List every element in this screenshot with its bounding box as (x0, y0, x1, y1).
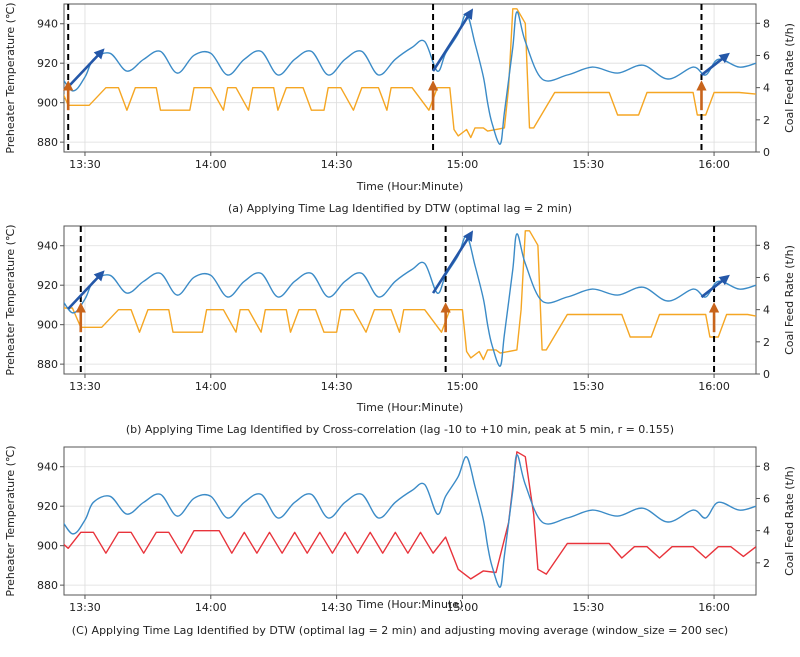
x-tick-label: 14:00 (195, 601, 227, 614)
x-axis-label: Time (Hour:Minute) (356, 598, 464, 611)
y2-tick-label: 4 (763, 82, 770, 95)
x-tick-label: 15:00 (447, 601, 479, 614)
y2-tick-label: 8 (763, 460, 770, 473)
x-tick-label: 15:30 (572, 380, 604, 393)
y-tick-label: 880 (37, 358, 58, 371)
x-tick-label: 13:30 (69, 380, 101, 393)
chart-panel-a: 13:30 14:00 14:30 15:00 15:30 16:00 880 900 920 9… (4, 2, 796, 215)
x-tick-label: 16:00 (698, 380, 730, 393)
x-tick-label: 14:00 (195, 380, 227, 393)
y-axis-label: Preheater Temperature (℃) (4, 2, 17, 153)
y2-tick-label: 0 (763, 146, 770, 159)
y-tick-label: 940 (37, 240, 58, 253)
coal-feed-rate-line (64, 451, 756, 580)
y2-tick-label: 8 (763, 239, 770, 252)
x-tick-label: 15:00 (447, 158, 479, 171)
temperature-rise-arrow (67, 270, 105, 310)
preheater-temperature-line (64, 233, 756, 367)
y2-tick-label: 2 (763, 336, 770, 349)
y-tick-label: 940 (37, 461, 58, 474)
temperature-rise-arrow (67, 48, 105, 88)
plot-data (64, 230, 756, 367)
temperature-rise-arrow (431, 230, 474, 294)
x-tick-label: 14:30 (321, 158, 353, 171)
coal-feed-rate-line (64, 230, 756, 361)
temperature-rise-arrow (431, 8, 474, 72)
y-tick-label: 920 (37, 279, 58, 292)
preheater-temperature-line (64, 11, 756, 145)
y-tick-label: 900 (37, 319, 58, 332)
y-tick-label: 900 (37, 97, 58, 110)
y2-tick-label: 0 (763, 368, 770, 381)
x-tick-label: 14:00 (195, 158, 227, 171)
temperature-rise-arrow (700, 274, 730, 299)
y-axis-label: Preheater Temperature (℃) (4, 224, 17, 375)
y2-tick-label: 8 (763, 17, 770, 30)
plot-frame (63, 225, 757, 375)
y2-tick-label: 4 (763, 304, 770, 317)
y2-tick-label: 2 (763, 114, 770, 127)
x-tick-label: 15:30 (572, 601, 604, 614)
preheater-temperature-line (64, 454, 756, 588)
y-tick-label: 940 (37, 18, 58, 31)
y2-axis-label: Coal Feed Rate (t/h) (783, 466, 796, 576)
panel-caption: (C) Applying Time Lag Identified by DTW … (72, 624, 728, 637)
x-tick-label: 14:30 (321, 380, 353, 393)
x-tick-label: 15:00 (447, 380, 479, 393)
y2-tick-label: 6 (763, 271, 770, 284)
y2-tick-label: 4 (763, 525, 770, 538)
panel-caption: (a) Applying Time Lag Identified by DTW … (228, 202, 572, 215)
chart-panel-b: 13:30 14:00 14:30 15:00 15:30 16:00 880 900 920 9… (4, 224, 796, 436)
chart-panel-c: 13:30 14:00 14:30 15:00 15:30 16:00 880 900 920 9… (4, 445, 796, 637)
plot-frame (63, 446, 757, 596)
y2-axis-label: Coal Feed Rate (t/h) (783, 245, 796, 355)
y-tick-label: 880 (37, 136, 58, 149)
plot-data (64, 451, 756, 588)
x-tick-label: 16:00 (698, 158, 730, 171)
panel-caption: (b) Applying Time Lag Identified by Cros… (126, 423, 674, 436)
x-tick-label: 16:00 (698, 601, 730, 614)
y-axis-label: Preheater Temperature (℃) (4, 445, 17, 596)
y2-tick-label: 6 (763, 49, 770, 62)
x-axis-label: Time (Hour:Minute) (356, 180, 464, 193)
x-tick-label: 13:30 (69, 601, 101, 614)
y2-tick-label: 6 (763, 492, 770, 505)
x-axis-label: Time (Hour:Minute) (356, 401, 464, 414)
y-tick-label: 920 (37, 500, 58, 513)
y2-axis-label: Coal Feed Rate (t/h) (783, 23, 796, 133)
y-tick-label: 880 (37, 579, 58, 592)
x-tick-label: 14:30 (321, 601, 353, 614)
plot-frame (63, 3, 757, 153)
y-tick-label: 900 (37, 540, 58, 553)
x-tick-label: 15:30 (572, 158, 604, 171)
y2-tick-label: 2 (763, 557, 770, 570)
plot-data (64, 8, 756, 145)
y-tick-label: 920 (37, 57, 58, 70)
x-tick-label: 13:30 (69, 158, 101, 171)
temperature-rise-arrow (700, 52, 730, 77)
coal-feed-rate-line (64, 8, 756, 139)
